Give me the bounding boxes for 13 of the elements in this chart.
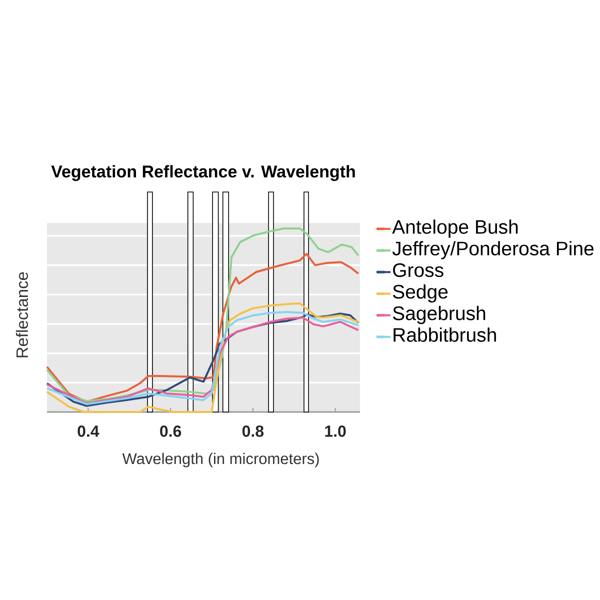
chart-title: Vegetation Reflectance v. Wavelength bbox=[51, 165, 355, 181]
y-axis-title: Reflectance bbox=[16, 272, 28, 358]
x-tick-label: 0.6 bbox=[160, 426, 182, 437]
x-axis-title: Wavelength (in micrometers) bbox=[122, 452, 319, 468]
x-tick-label: 0.8 bbox=[242, 426, 264, 437]
legend-label: Gross bbox=[393, 263, 444, 278]
legend-label: Rabbitbrush bbox=[394, 328, 496, 342]
legend-label: Sagebrush bbox=[392, 306, 486, 324]
x-tick-label: 0.4 bbox=[78, 426, 100, 437]
legend-label: Antelope Bush bbox=[392, 220, 518, 238]
legend-label: Sedge bbox=[392, 284, 448, 302]
x-tick-label: 1.0 bbox=[325, 426, 346, 437]
legend-label: Jeffrey/Ponderosa Pine bbox=[392, 241, 594, 260]
